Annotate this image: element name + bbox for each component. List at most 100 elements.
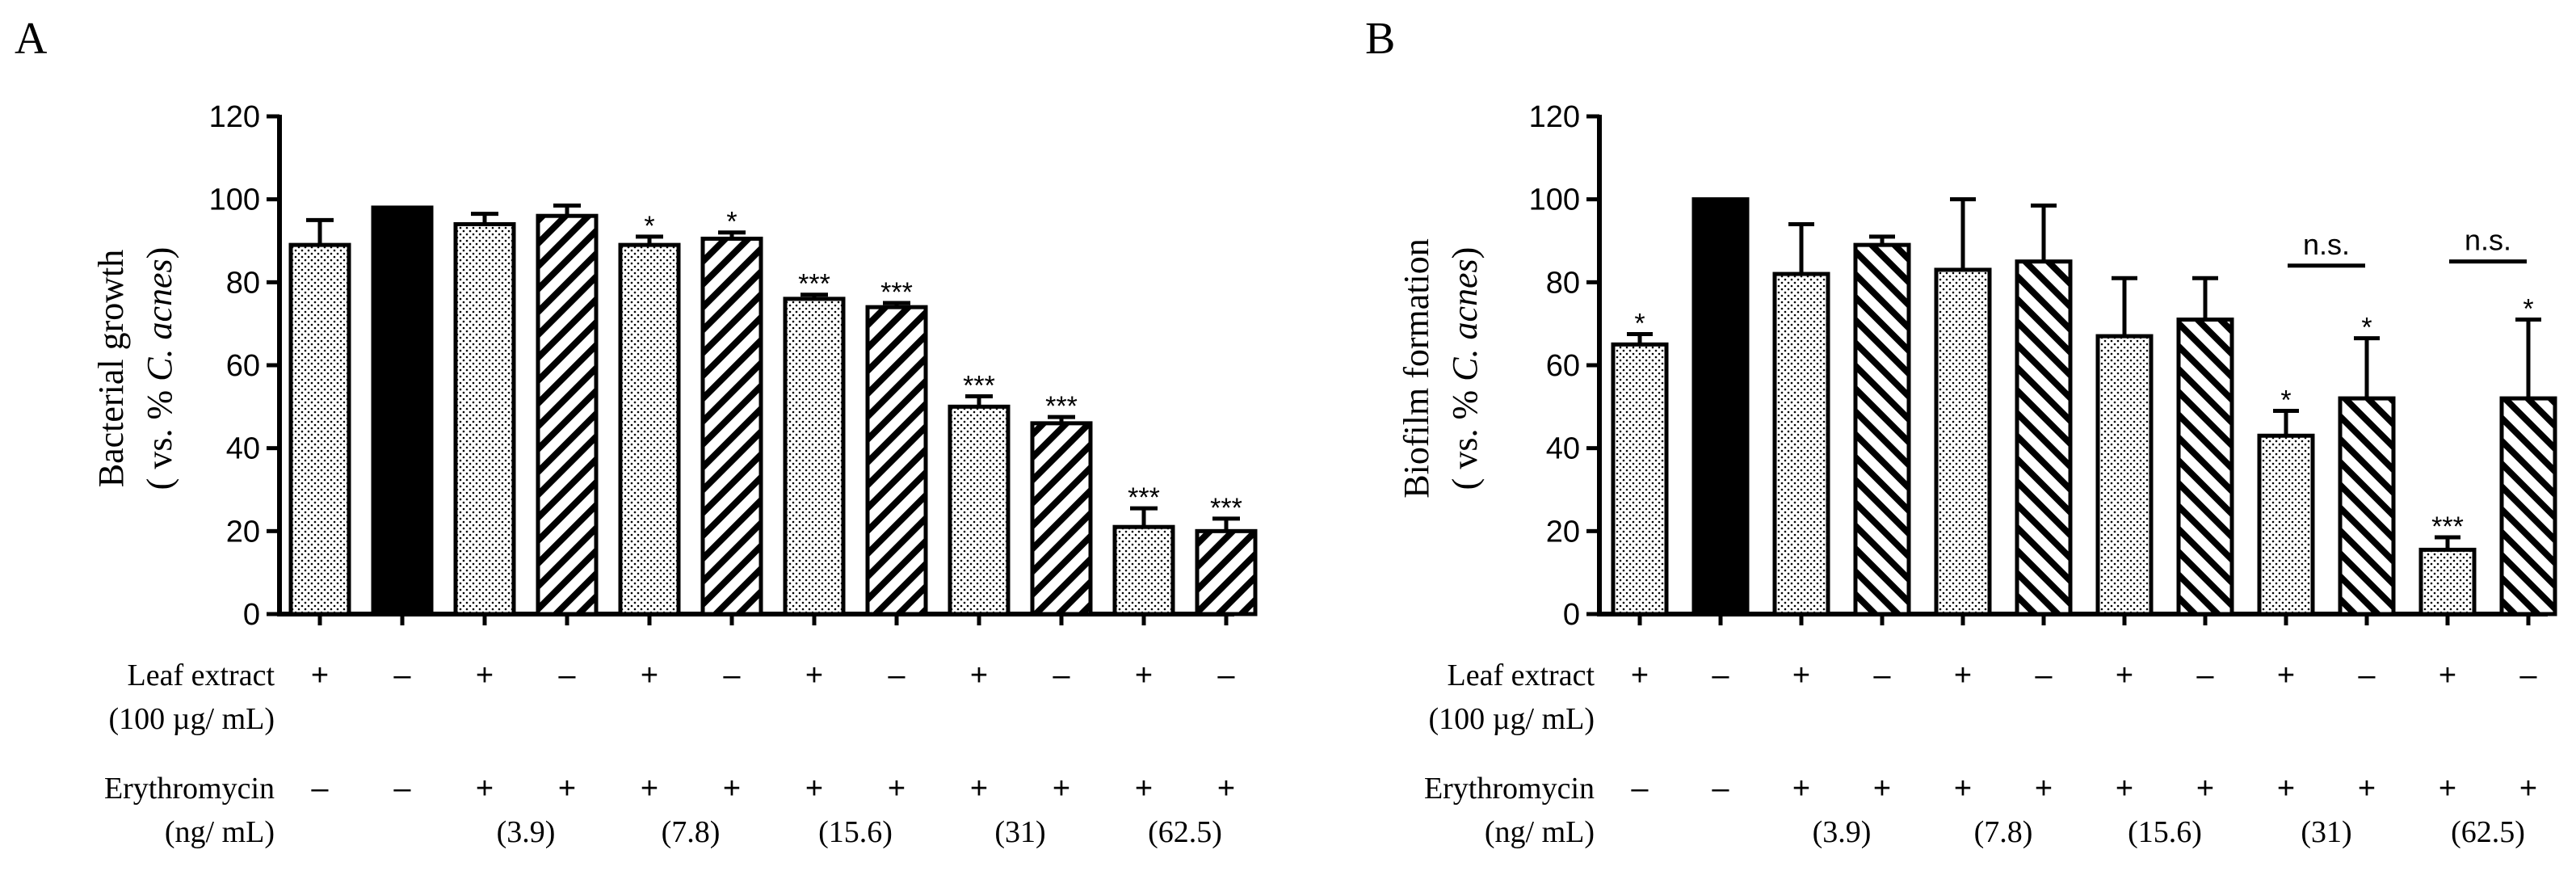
- significance-label: *: [726, 207, 737, 238]
- leaf-extract-sign: –: [2196, 659, 2214, 692]
- leaf-extract-sign: +: [476, 659, 494, 692]
- leaf-extract-sign: +: [311, 659, 329, 692]
- erythromycin-concentration: (15.6): [2128, 815, 2202, 849]
- erythromycin-label: Erythromycin: [104, 772, 275, 806]
- y-tick-label: 20: [226, 515, 260, 549]
- erythromycin-sign: +: [2358, 772, 2376, 806]
- leaf-extract-sign: +: [2439, 659, 2456, 692]
- erythromycin-concentration: (62.5): [2451, 815, 2525, 849]
- treatment-table-b: +–––++–+++–+++–+++–+++–+(3.9) (7.8) (15.6)…: [1631, 659, 2538, 849]
- y-axis-title-a-units: ( vs. % C. acnes): [140, 247, 179, 490]
- leaf-extract-sign: –: [558, 659, 576, 692]
- erythromycin-sign: –: [311, 772, 329, 806]
- ns-label: n.s.: [2303, 228, 2350, 261]
- bar: [1772, 271, 1830, 616]
- erythromycin-sign: +: [2035, 772, 2053, 806]
- bar: [2176, 318, 2234, 616]
- significance-label: ***: [2431, 511, 2464, 542]
- erythromycin-sign: +: [888, 772, 906, 806]
- erythromycin-concentration: (3.9): [497, 815, 556, 849]
- bar: [2257, 433, 2315, 616]
- y-tick-label: 80: [226, 266, 260, 300]
- bar: [453, 221, 516, 616]
- significance-label: *: [1634, 309, 1645, 339]
- y-axis-title-suffix: ): [1445, 247, 1485, 259]
- bar: [2015, 259, 2073, 616]
- y-tick-label: 0: [243, 598, 260, 632]
- bar: [1691, 197, 1750, 616]
- ns-label: n.s.: [2465, 224, 2511, 257]
- bar: [288, 242, 351, 616]
- y-axis-title-prefix: ( vs. %: [140, 381, 179, 490]
- bar: [536, 213, 599, 616]
- erythromycin-sign: +: [2519, 772, 2537, 806]
- erythromycin-sign: +: [723, 772, 741, 806]
- bar: [1112, 524, 1175, 616]
- bar: [2095, 334, 2154, 616]
- leaf-extract-dose-label: (100 µg/ mL): [108, 702, 275, 736]
- panel-letter-a: A: [15, 14, 48, 64]
- erythromycin-sign: –: [393, 772, 411, 806]
- y-axis-title-b-units: ( vs. % C. acnes): [1445, 247, 1485, 490]
- leaf-extract-sign: –: [2035, 659, 2053, 692]
- bar: [618, 242, 681, 616]
- leaf-extract-sign: –: [2519, 659, 2537, 692]
- leaf-extract-sign: +: [2116, 659, 2133, 692]
- significance-label: ***: [1128, 482, 1160, 513]
- erythromycin-sign: –: [1712, 772, 1729, 806]
- erythromycin-concentration: (15.6): [818, 815, 893, 849]
- y-tick-label: 120: [209, 100, 260, 134]
- y-axis-title-b: Biofilm formation: [1397, 238, 1436, 498]
- erythromycin-unit-label: (ng/ mL): [165, 815, 275, 849]
- leaf-extract-sign: +: [1135, 659, 1153, 692]
- significance-label: *: [2523, 294, 2533, 325]
- erythromycin-sign: +: [1792, 772, 1810, 806]
- significance-label: *: [644, 211, 654, 242]
- erythromycin-sign: +: [2277, 772, 2295, 806]
- erythromycin-sign: +: [2196, 772, 2214, 806]
- leaf-extract-sign: +: [1954, 659, 1972, 692]
- bar: [1853, 242, 1911, 616]
- y-tick-label: 80: [1546, 266, 1580, 300]
- erythromycin-sign: –: [1631, 772, 1649, 806]
- y-axis-title-line1: Biofilm formation: [1397, 238, 1436, 498]
- erythromycin-sign: +: [2439, 772, 2456, 806]
- leaf-extract-dose-label: (100 µg/ mL): [1428, 702, 1595, 736]
- significance-label: ***: [1210, 493, 1242, 524]
- erythromycin-concentration: (31): [994, 815, 1045, 849]
- bar: [865, 305, 928, 616]
- y-axis-title-prefix: ( vs. %: [1445, 381, 1485, 490]
- leaf-extract-sign: +: [1792, 659, 1810, 692]
- significance-label: ***: [880, 277, 913, 308]
- erythromycin-sign: +: [2116, 772, 2133, 806]
- erythromycin-concentration: (31): [2301, 815, 2351, 849]
- erythromycin-sign: +: [1873, 772, 1891, 806]
- erythromycin-unit-label: (ng/ mL): [1485, 815, 1595, 849]
- bar: [1934, 267, 1992, 616]
- bar: [1611, 342, 1669, 616]
- leaf-extract-sign: –: [723, 659, 741, 692]
- significance-label: ***: [1045, 391, 1078, 422]
- erythromycin-sign: +: [1217, 772, 1235, 806]
- erythromycin-sign: +: [641, 772, 658, 806]
- erythromycin-label: Erythromycin: [1424, 772, 1595, 806]
- y-axis-title-italic: C. acnes: [140, 259, 179, 381]
- leaf-extract-label: Leaf extract: [128, 659, 275, 692]
- y-tick-label: 0: [1563, 598, 1580, 632]
- y-tick-label: 40: [226, 432, 260, 466]
- erythromycin-sign: +: [970, 772, 988, 806]
- leaf-extract-sign: +: [805, 659, 823, 692]
- leaf-extract-label: Leaf extract: [1448, 659, 1595, 692]
- leaf-extract-sign: +: [2277, 659, 2295, 692]
- bar: [948, 404, 1011, 616]
- bar: [1030, 421, 1093, 616]
- bar: [1195, 528, 1258, 616]
- y-tick-label: 100: [209, 183, 260, 217]
- leaf-extract-sign: +: [970, 659, 988, 692]
- bar: [2418, 547, 2477, 616]
- erythromycin-sign: +: [1135, 772, 1153, 806]
- erythromycin-concentration: (3.9): [1813, 815, 1872, 849]
- erythromycin-concentration: (7.8): [662, 815, 721, 849]
- significance-label: ***: [798, 269, 830, 300]
